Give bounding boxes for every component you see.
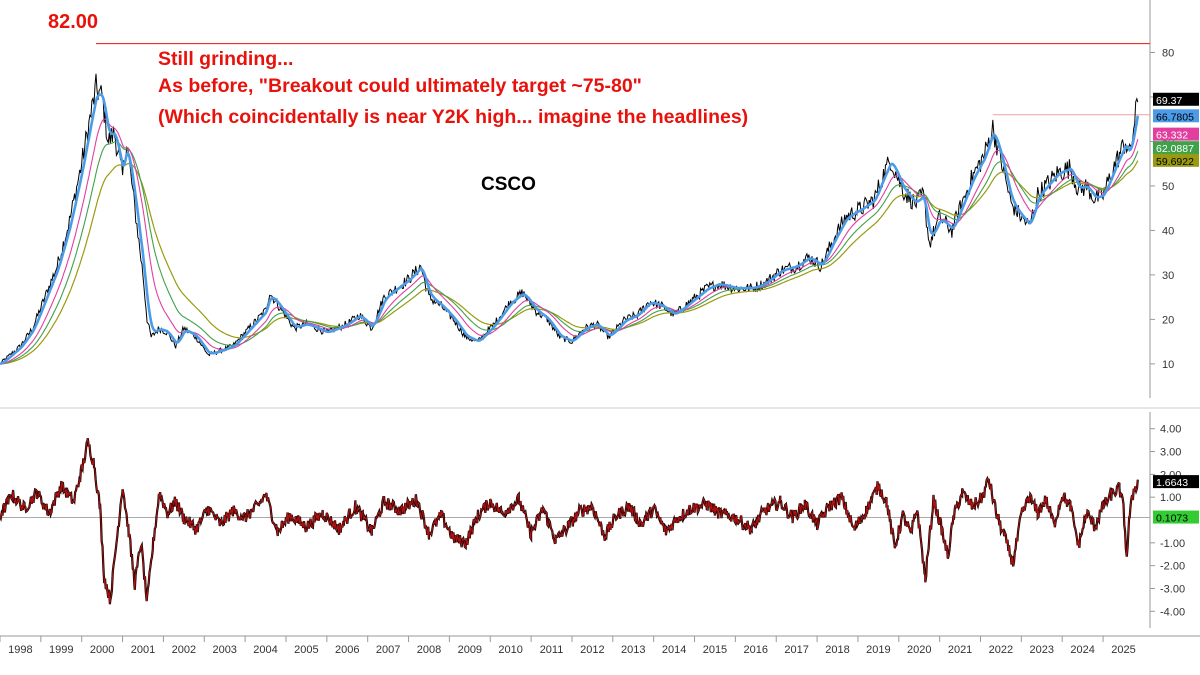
x-tick-label: 2001 (131, 644, 155, 656)
osc-tick-label: -3.00 (1160, 583, 1185, 595)
osc-tick-label: -1.00 (1160, 538, 1185, 550)
x-tick-label: 1999 (49, 644, 73, 656)
ma-long-last-tag-bg (1153, 141, 1199, 155)
osc-tick-label: 1.00 (1160, 492, 1181, 504)
annotation-line-1: Still grinding... (158, 48, 293, 70)
price-series-group (0, 73, 1140, 366)
ma-short-last-tag-bg (1153, 109, 1199, 123)
annotation-line-3: (Which coincidentally is near Y2K high..… (158, 106, 748, 128)
ma-medium-last-tag: 63.332 (1153, 127, 1199, 142)
annotation-line-2: As before, "Breakout could ultimately ta… (158, 75, 642, 97)
x-tick-label: 2012 (580, 644, 604, 656)
ma-long-last-tag-text: 62.0887 (1156, 143, 1194, 155)
ma-slow-last-tag: 59.6922 (1153, 153, 1199, 168)
x-tick-label: 2016 (744, 644, 768, 656)
oscillator-panel: 4.003.002.001.00-1.00-2.00-3.00-4.00 (0, 412, 1185, 628)
x-tick-label: 2023 (1030, 644, 1054, 656)
oscillator-zero-tag: 0.1073 (1153, 510, 1199, 525)
x-tick-label: 2021 (948, 644, 972, 656)
x-tick-label: 2022 (989, 644, 1013, 656)
ma-long-line (0, 141, 1139, 365)
x-tick-label: 2018 (825, 644, 849, 656)
oscillator-last-tag-bg (1153, 475, 1199, 489)
x-tick-label: 2024 (1070, 644, 1094, 656)
ma-short-last-tag-text: 66.7805 (1156, 111, 1194, 123)
x-tick-label: 2009 (458, 644, 482, 656)
price-tick-label: 40 (1162, 225, 1174, 237)
oscillator-line (0, 438, 1139, 605)
x-tick-label: 2006 (335, 644, 359, 656)
ma-long-last-tag: 62.0887 (1153, 141, 1199, 155)
ma-short-line (0, 93, 1140, 366)
price-tick-label: 50 (1162, 181, 1174, 193)
oscillator-zero-tag-text: 0.1073 (1156, 513, 1188, 525)
x-tick-label: 2015 (703, 644, 727, 656)
x-tick-label: 2017 (784, 644, 808, 656)
oscillator-zero-tag-bg (1153, 510, 1199, 524)
ma-medium-last-tag-bg (1153, 127, 1199, 141)
x-tick-label: 2025 (1111, 644, 1135, 656)
price-last-tag-text: 69.37 (1156, 95, 1182, 107)
x-tick-label: 2019 (866, 644, 890, 656)
x-tick-label: 2020 (907, 644, 931, 656)
osc-tick-label: 4.00 (1160, 424, 1181, 436)
osc-tick-label: 3.00 (1160, 447, 1181, 459)
x-tick-label: 2014 (662, 644, 686, 656)
price-tick-label: 10 (1162, 359, 1174, 371)
x-tick-label: 2002 (172, 644, 196, 656)
price-tick-label: 20 (1162, 314, 1174, 326)
x-tick-label: 2000 (90, 644, 114, 656)
x-tick-label: 2003 (212, 644, 236, 656)
ma-medium-last-tag-text: 63.332 (1156, 130, 1188, 142)
x-tick-label: 2007 (376, 644, 400, 656)
ma-slow-line (0, 160, 1139, 365)
price-last-tag: 69.37 (1153, 92, 1199, 107)
ticker-label: CSCO (481, 174, 536, 195)
osc-tick-label: -4.00 (1160, 606, 1185, 618)
x-tick-label: 1998 (8, 644, 32, 656)
ma-short-last-tag: 66.7805 (1153, 109, 1199, 123)
price-panel: 1020304050607080 (0, 0, 1174, 398)
oscillator-last-tag: 1.6643 (1153, 475, 1199, 489)
x-tick-label: 2010 (498, 644, 522, 656)
osc-tick-label: -2.00 (1160, 561, 1185, 573)
x-tick-label: 2005 (294, 644, 318, 656)
x-tick-label: 2013 (621, 644, 645, 656)
price-tick-label: 30 (1162, 270, 1174, 282)
x-tick-label: 2008 (417, 644, 441, 656)
oscillator-last-tag-text: 1.6643 (1156, 477, 1188, 489)
ma-slow-last-tag-text: 59.6922 (1156, 156, 1194, 168)
ma-slow-last-tag-bg (1153, 153, 1199, 167)
x-tick-label: 2011 (540, 644, 564, 656)
x-axis: 1998 1999 2000 2001 2002 2003 2004 2005 2006 2007… (0, 636, 1136, 656)
x-tick-label: 2004 (253, 644, 277, 656)
price-last-tag-bg (1153, 92, 1199, 106)
high-label: 82.00 (48, 11, 98, 33)
price-tick-label: 80 (1162, 47, 1174, 59)
oscillator-series-group (0, 438, 1139, 605)
